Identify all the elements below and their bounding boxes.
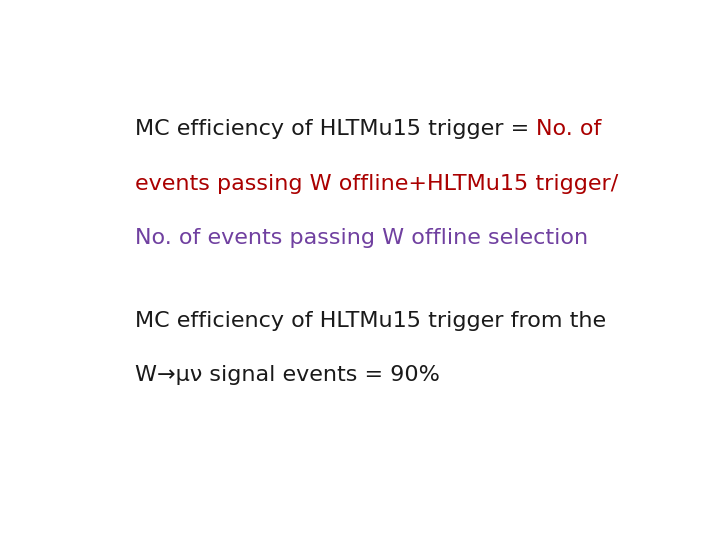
Text: events passing W offline+HLTMu15 trigger/: events passing W offline+HLTMu15 trigger…: [135, 173, 618, 193]
Text: No. of events passing W offline selection: No. of events passing W offline selectio…: [135, 227, 588, 248]
Text: MC efficiency of HLTMu15 trigger from the: MC efficiency of HLTMu15 trigger from th…: [135, 310, 606, 331]
Text: MC efficiency of HLTMu15 trigger =: MC efficiency of HLTMu15 trigger =: [135, 119, 536, 139]
Text: W→μν signal events = 90%: W→μν signal events = 90%: [135, 365, 439, 385]
Text: No. of: No. of: [536, 119, 601, 139]
